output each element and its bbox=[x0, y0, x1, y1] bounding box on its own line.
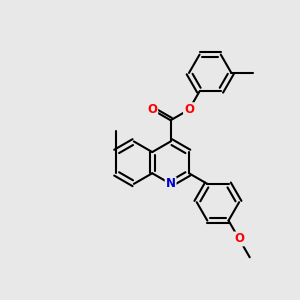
Text: O: O bbox=[184, 103, 194, 116]
Text: N: N bbox=[166, 177, 176, 190]
Text: O: O bbox=[147, 103, 157, 116]
Text: O: O bbox=[234, 232, 244, 245]
